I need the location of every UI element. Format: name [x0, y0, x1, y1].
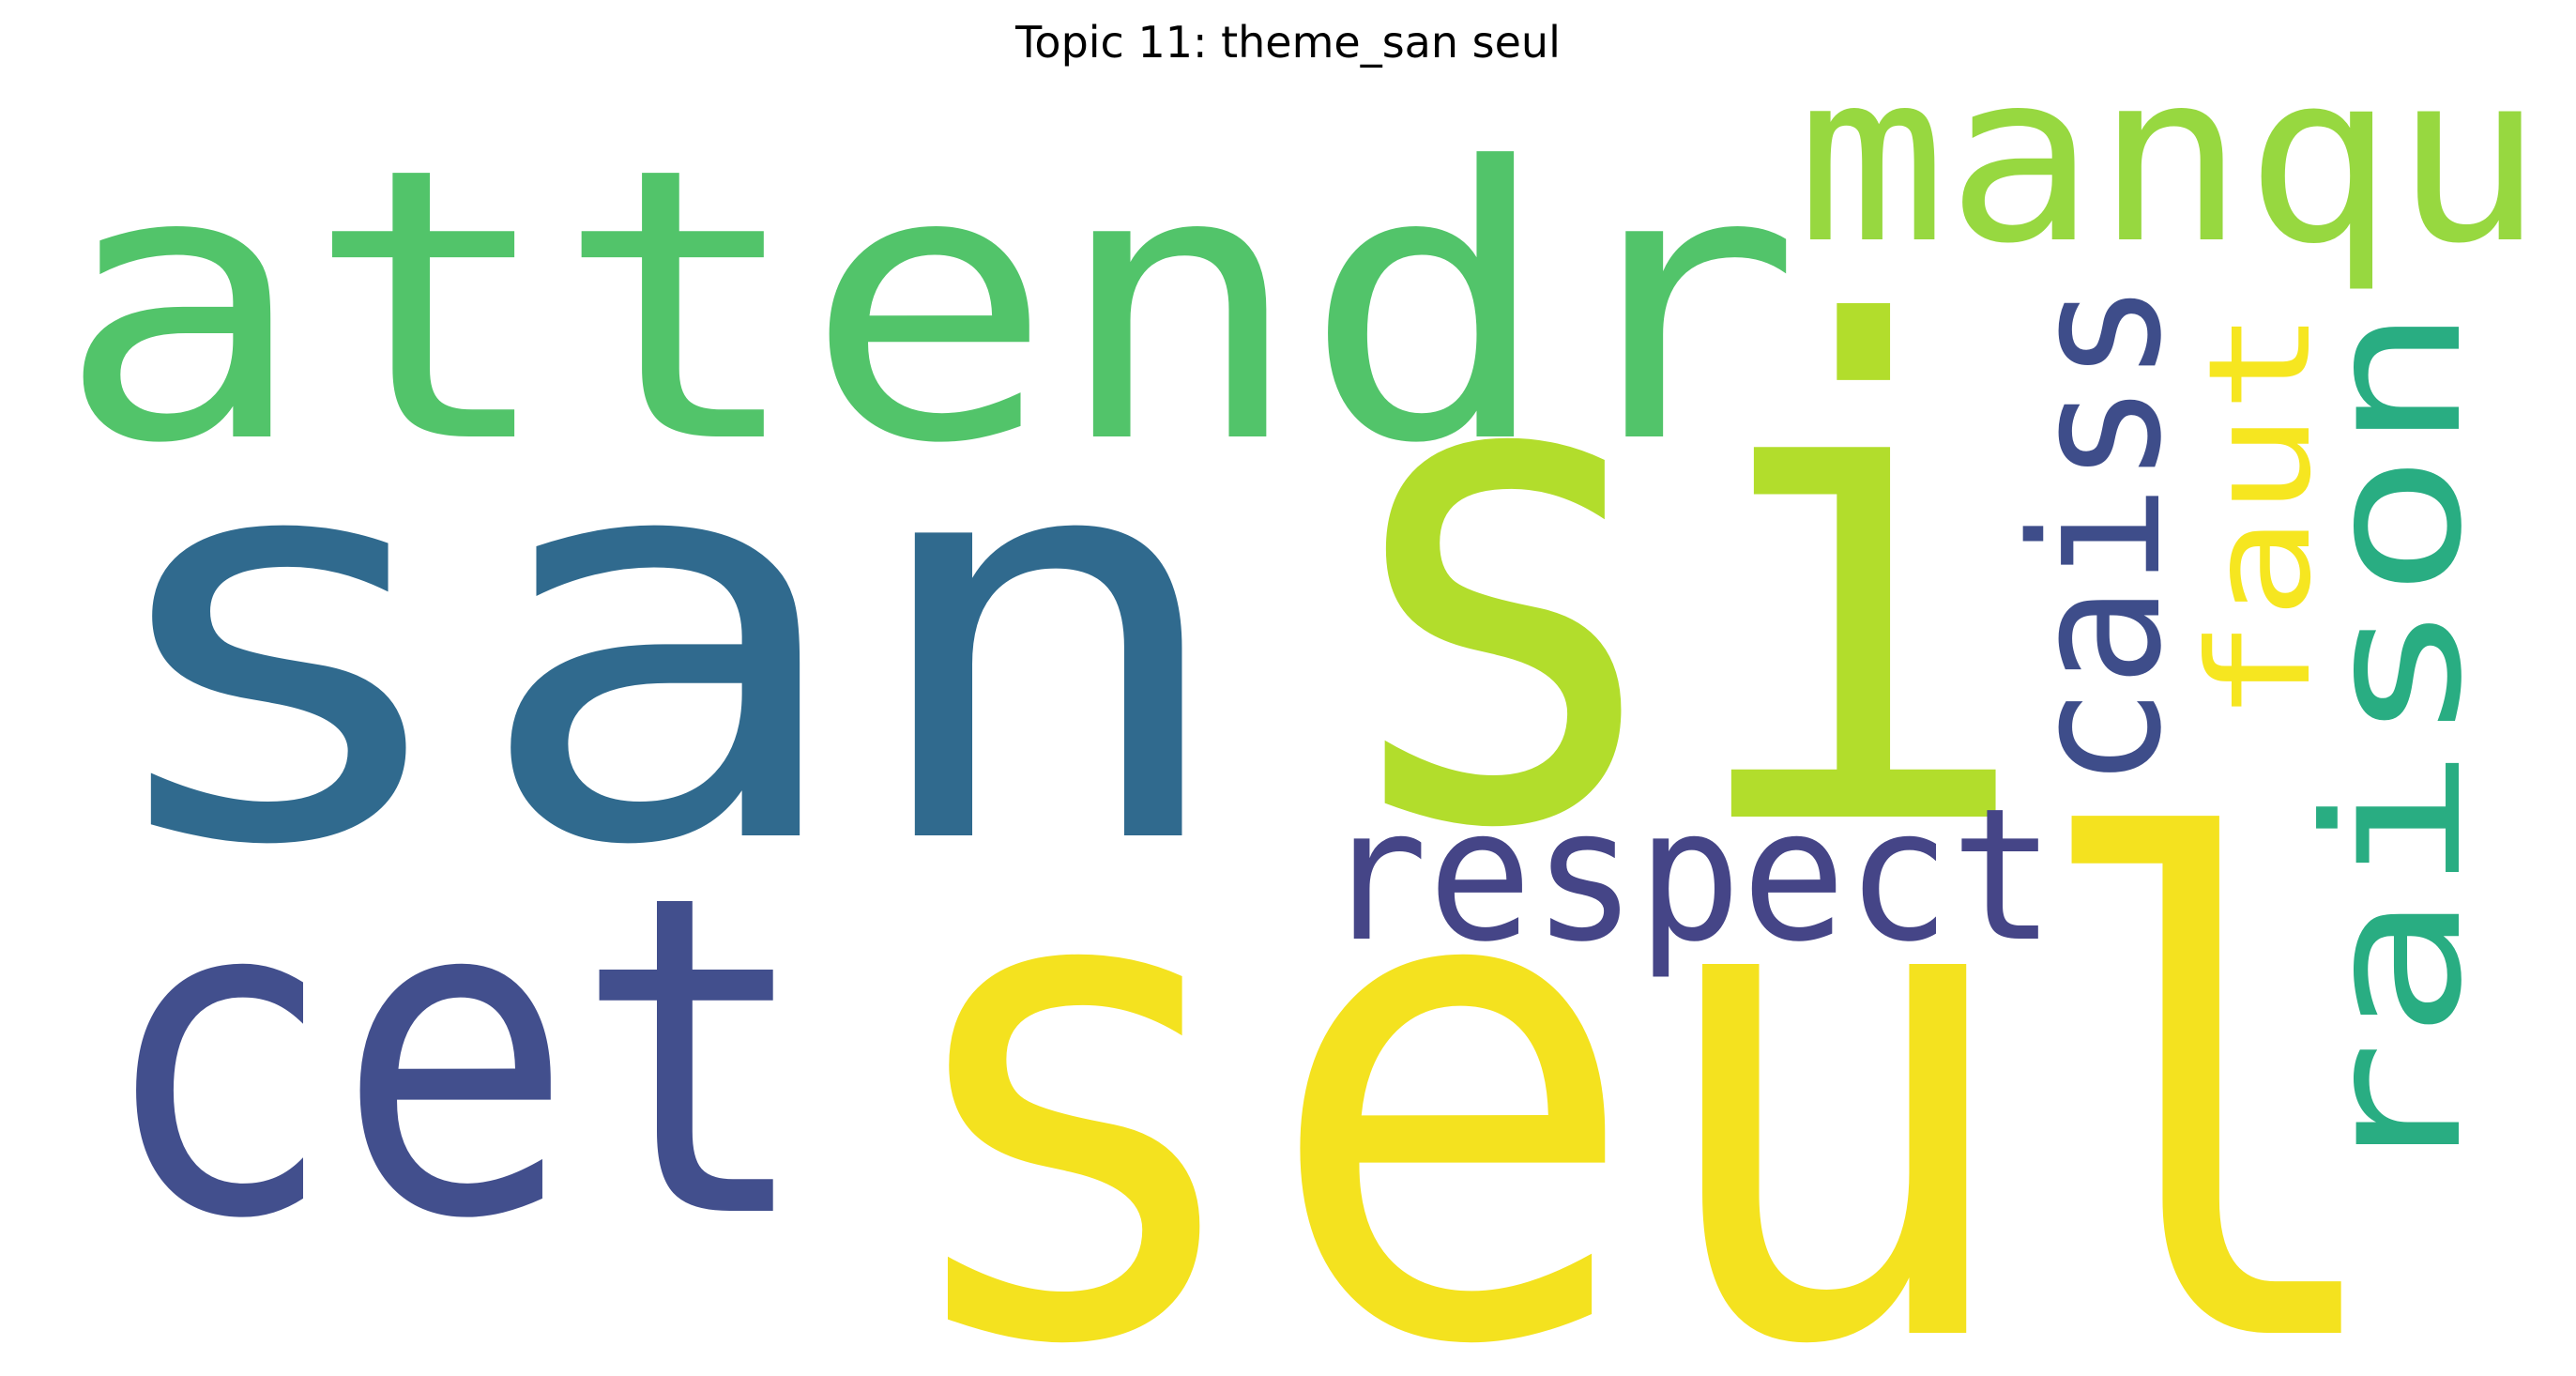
word-faut: faut	[2179, 310, 2342, 723]
word-seul: seul	[882, 706, 2402, 1376]
word-manqu: manqu	[1797, 22, 2543, 295]
word-attendr: attendr	[56, 89, 1802, 526]
word-respect: respect	[1323, 769, 2055, 982]
word-cet: cet	[99, 802, 812, 1315]
word-caiss: caiss	[1993, 282, 2201, 788]
figure-title: Topic 11: theme_san seul	[1015, 17, 1561, 68]
word-si: si	[1323, 190, 2036, 976]
word-san: san	[84, 322, 1239, 967]
word-raison: raison	[2285, 305, 2504, 1187]
